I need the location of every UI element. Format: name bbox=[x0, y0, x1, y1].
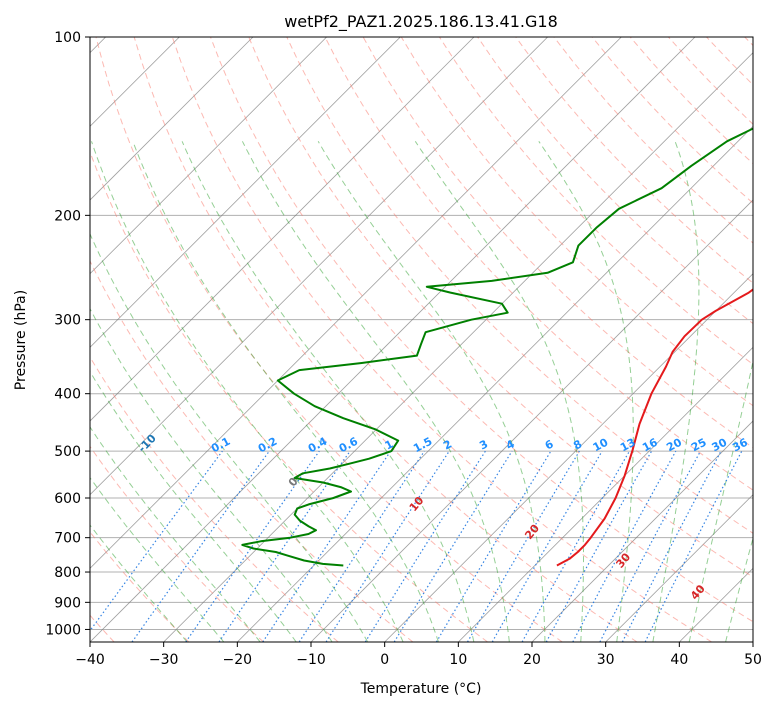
mixing-ratio-label: 20 bbox=[664, 435, 684, 454]
dry-adiabat bbox=[133, 37, 638, 642]
moist-adiabats bbox=[90, 141, 753, 642]
dry-adiabat bbox=[90, 445, 264, 642]
x-axis-label: Temperature (°C) bbox=[360, 681, 482, 697]
mixing-ratio-label: 13 bbox=[618, 436, 638, 455]
x-tick-label: −10 bbox=[296, 652, 326, 668]
plot-frame bbox=[89, 36, 754, 643]
y-tick-label: 800 bbox=[54, 565, 81, 581]
mixing-ratio-label: 25 bbox=[689, 436, 709, 455]
x-tick-label: 0 bbox=[380, 652, 389, 668]
dry-adiabat bbox=[90, 356, 339, 642]
y-tick-label: 900 bbox=[54, 595, 81, 611]
y-tick-label: 700 bbox=[54, 531, 81, 547]
dry-adiabat bbox=[515, 37, 753, 284]
x-tick-label: −40 bbox=[75, 652, 105, 668]
mixing-ratio-label: 36 bbox=[730, 436, 750, 455]
moist-adiabat bbox=[725, 536, 753, 642]
x-tick-label: 50 bbox=[744, 652, 762, 668]
y-tick-label: 500 bbox=[54, 444, 81, 460]
moist-adiabat bbox=[317, 141, 546, 642]
moist-adiabat bbox=[91, 141, 404, 642]
x-axis-ticks: −40 −30 −20 −10 0 10 20 30 40 50 bbox=[75, 642, 762, 668]
moist-adiabat bbox=[90, 370, 297, 642]
isotherm bbox=[237, 125, 753, 642]
dry-adiabat bbox=[210, 37, 753, 623]
mixing-ratio-line bbox=[521, 450, 631, 642]
mixing-ratio-lines bbox=[90, 450, 743, 642]
isotherm bbox=[90, 37, 548, 496]
x-tick-label: 30 bbox=[597, 652, 615, 668]
y-axis-ticks: 100 200 300 400 500 600 700 800 900 1000 bbox=[45, 30, 90, 638]
moist-adiabat bbox=[90, 524, 188, 642]
isotherm bbox=[605, 494, 753, 642]
dry-adiabat bbox=[171, 37, 712, 642]
moist-adiabat bbox=[538, 141, 634, 642]
isotherm bbox=[90, 37, 254, 201]
pressure-gridlines bbox=[90, 37, 753, 630]
isotherm bbox=[90, 37, 696, 642]
mixing-ratio-line bbox=[218, 450, 351, 642]
y-tick-label: 100 bbox=[54, 30, 81, 46]
temperature-profile bbox=[556, 288, 753, 567]
y-tick-label: 400 bbox=[54, 387, 81, 403]
x-tick-label: 40 bbox=[670, 652, 688, 668]
moist-adiabat bbox=[181, 141, 475, 642]
mixing-ratio-line bbox=[90, 450, 223, 632]
sounding-series bbox=[241, 127, 753, 567]
y-tick-label: 300 bbox=[54, 313, 81, 329]
mixing-ratio-label: 10 bbox=[591, 435, 611, 454]
isotherm bbox=[531, 420, 753, 642]
moist-adiabat bbox=[241, 141, 510, 642]
moist-adiabat bbox=[90, 307, 333, 642]
y-tick-label: 200 bbox=[54, 208, 81, 224]
x-tick-label: 20 bbox=[523, 652, 541, 668]
dry-adiabats bbox=[90, 37, 753, 642]
dewpoint-profile bbox=[241, 127, 753, 567]
isotherm bbox=[384, 273, 753, 642]
x-tick-label: −20 bbox=[223, 652, 253, 668]
mixing-ratio-line bbox=[325, 450, 450, 642]
mixing-ratio-line bbox=[131, 450, 270, 642]
moist-adiabat bbox=[132, 141, 439, 642]
y-axis-label: Pressure (hPa) bbox=[13, 290, 29, 390]
x-tick-label: 10 bbox=[449, 652, 467, 668]
mixing-ratio-label: 30 bbox=[710, 436, 730, 455]
mixing-ratio-line bbox=[185, 450, 320, 642]
mixing-ratio-line bbox=[393, 450, 513, 642]
mixing-ratio-label: 16 bbox=[640, 436, 660, 455]
plot-area: 0.10.20.40.611.52346810131620253036-100-… bbox=[90, 37, 753, 642]
isotherm bbox=[90, 37, 622, 569]
dry-adiabat bbox=[286, 37, 753, 534]
moist-adiabat bbox=[652, 141, 700, 642]
moist-adiabat bbox=[414, 141, 584, 642]
mixing-ratio-line bbox=[298, 450, 425, 642]
isotherm bbox=[90, 37, 475, 422]
mixing-ratio-line bbox=[644, 450, 743, 642]
x-tick-label: −30 bbox=[149, 652, 179, 668]
dry-adiabat bbox=[90, 259, 414, 642]
isotherm bbox=[90, 37, 401, 348]
moist-adiabat bbox=[90, 426, 261, 642]
dry-adiabat bbox=[324, 37, 753, 491]
dry-adiabat bbox=[248, 37, 753, 578]
y-tick-label: 600 bbox=[54, 491, 81, 507]
moist-adiabat bbox=[688, 359, 753, 642]
chart-title: wetPf2_PAZ1.2025.186.13.41.G18 bbox=[284, 12, 558, 32]
isotherm bbox=[458, 346, 753, 642]
mixing-ratio-line bbox=[545, 450, 653, 642]
y-tick-label: 1000 bbox=[45, 622, 81, 638]
isotherm bbox=[90, 37, 327, 275]
dry-adiabat bbox=[95, 37, 563, 642]
mixing-ratio-line bbox=[262, 450, 392, 642]
mixing-ratio-line bbox=[572, 450, 677, 642]
moist-adiabat bbox=[90, 476, 225, 642]
